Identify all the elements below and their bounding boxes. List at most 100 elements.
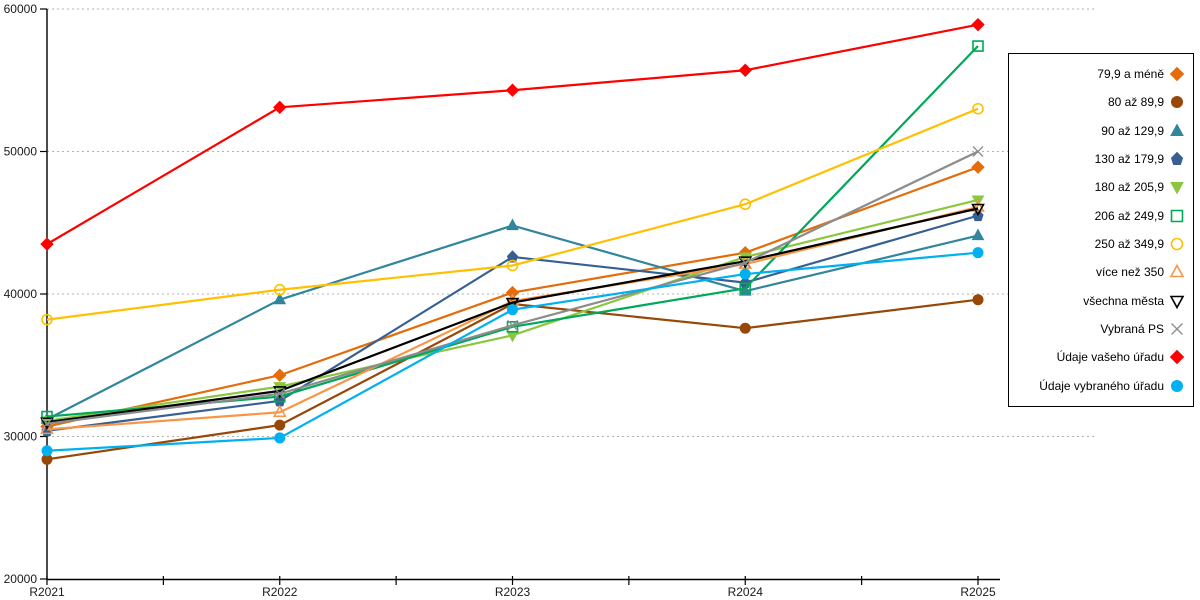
- series-206 až 249,9: [41, 40, 984, 423]
- series-marker: [41, 418, 53, 430]
- legend-label: 80 až 89,9: [1107, 95, 1164, 110]
- legend-item: 130 až 179,9: [1013, 151, 1185, 167]
- legend-item: 206 až 249,9: [1013, 208, 1185, 224]
- pentagon-legend-icon: [1170, 151, 1184, 166]
- circle-legend-icon: [1171, 379, 1183, 392]
- triangle-up-legend-icon: [1170, 123, 1184, 136]
- legend-label: 90 až 129,9: [1101, 123, 1164, 138]
- legend-label: všechna města: [1083, 293, 1164, 308]
- series-marker: [739, 322, 751, 334]
- series-marker: [739, 257, 751, 269]
- series-marker: [972, 146, 984, 157]
- legend-marker: [1169, 350, 1185, 365]
- series-line: [46, 107, 979, 321]
- series-marker: [273, 368, 287, 382]
- circle-legend-icon: [1171, 96, 1183, 109]
- series-marker: [273, 292, 287, 305]
- series-marker: [40, 421, 54, 435]
- legend-marker: [1170, 182, 1184, 196]
- series-marker: [972, 102, 984, 115]
- legend-label: 79,9 a méně: [1097, 67, 1164, 82]
- legend-item: 250 až 349,9: [1013, 236, 1185, 252]
- series-marker: [41, 445, 53, 457]
- series-line: [46, 45, 979, 418]
- legend-label: více než 350: [1095, 265, 1164, 280]
- y-tick-label: 20000: [4, 572, 38, 586]
- series-marker: [272, 404, 287, 418]
- series-marker: [273, 283, 286, 296]
- series-line: [46, 206, 979, 431]
- triangle-down-legend-icon: [1169, 295, 1185, 309]
- series-marker: [971, 203, 985, 217]
- legend-label: Údaje vybraného úřadu: [1039, 378, 1164, 393]
- series-marker: [971, 199, 985, 212]
- legend-marker: [1171, 323, 1183, 336]
- series-marker: [739, 268, 751, 280]
- series-marker: [972, 294, 984, 306]
- series-marker: [274, 388, 286, 400]
- legend-marker: [1171, 96, 1183, 109]
- legend-item: více než 350: [1013, 264, 1185, 280]
- series-marker: [507, 319, 518, 331]
- legend-item: Údaje vašeho úřadu: [1013, 349, 1185, 365]
- series-marker: [505, 83, 520, 97]
- series-80 až 89,9: [41, 294, 984, 465]
- series-marker: [971, 17, 985, 32]
- series-marker: [507, 304, 518, 316]
- series-250 až 349,9: [41, 102, 984, 326]
- diamond-legend-icon: [1169, 350, 1185, 365]
- series-marker: [506, 320, 519, 333]
- series-marker: [738, 63, 752, 77]
- legend-label: Údaje vašeho úřadu: [1056, 350, 1164, 365]
- series-Údaje vybraného úřadu: [41, 247, 984, 457]
- legend-marker: [1170, 209, 1184, 223]
- series-line: [46, 23, 979, 246]
- x-tick-label: R2025: [960, 585, 996, 599]
- x-tick-label: R2024: [728, 585, 764, 599]
- x-legend-icon: [1171, 323, 1183, 336]
- legend-label: Vybraná PS: [1100, 322, 1164, 337]
- legend-marker: [1171, 379, 1183, 392]
- legend-item: 180 až 205,9: [1013, 179, 1185, 196]
- series-line: [46, 298, 979, 461]
- legend-marker: [1170, 123, 1184, 136]
- legend-item: Vybraná PS: [1013, 321, 1185, 337]
- legend-marker: [1170, 151, 1184, 166]
- legend-item: Údaje vybraného úřadu: [1013, 378, 1185, 394]
- legend-label: 130 až 179,9: [1094, 152, 1164, 167]
- triangle-down-legend-icon: [1170, 182, 1184, 196]
- series-marker: [972, 247, 984, 259]
- legend-label: 250 až 349,9: [1094, 237, 1164, 252]
- series-marker: [41, 313, 53, 326]
- legend-marker: [1169, 264, 1185, 278]
- series-marker: [972, 40, 984, 52]
- square-legend-icon: [1170, 209, 1184, 223]
- series-marker: [273, 100, 287, 115]
- series-line: [46, 214, 979, 432]
- series-marker: [505, 297, 520, 311]
- x-tick-label: R2022: [262, 585, 298, 599]
- legend-item: všechna města: [1013, 293, 1185, 309]
- series-marker: [971, 160, 985, 174]
- series-marker: [739, 198, 752, 211]
- circle-legend-icon: [1170, 237, 1184, 251]
- series-line: [46, 251, 979, 452]
- series-marker: [739, 282, 752, 295]
- legend-item: 90 až 129,9: [1013, 123, 1185, 139]
- x-tick-label: R2023: [495, 585, 531, 599]
- series-line: [46, 207, 979, 424]
- legend-item: 79,9 a méně: [1013, 66, 1185, 82]
- legend-marker: [1169, 66, 1185, 82]
- y-tick-label: 40000: [4, 287, 38, 301]
- series-marker: [506, 250, 519, 263]
- x-tick-label: R2021: [29, 585, 65, 599]
- series-marker: [274, 419, 286, 431]
- series-79,9 a méně: [40, 160, 985, 434]
- series-marker: [971, 228, 985, 241]
- series-marker: [40, 237, 54, 251]
- legend-marker: [1169, 295, 1185, 309]
- series-Údaje vašeho úřadu: [40, 17, 985, 251]
- chart-legend: 79,9 a méně 80 až 89,9 90 až 129,9 130 až 1…: [1008, 53, 1194, 407]
